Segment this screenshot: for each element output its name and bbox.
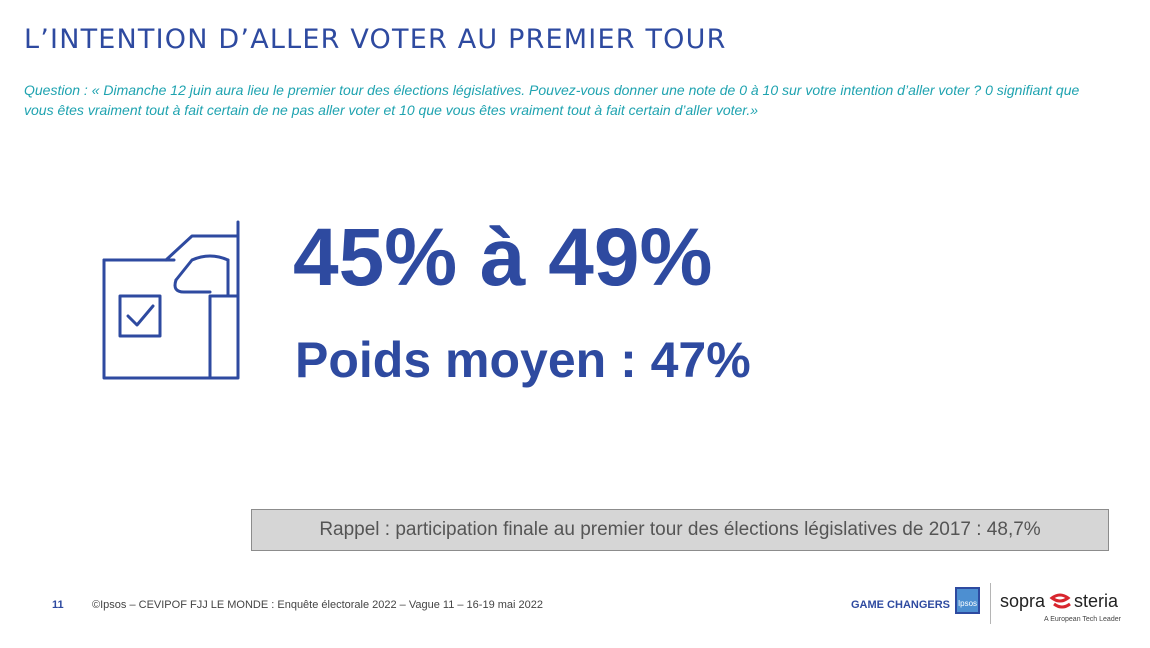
intention-range: 45% à 49% bbox=[293, 212, 713, 303]
reminder-text: Rappel : participation finale au premier… bbox=[319, 519, 1041, 540]
sopra-logo-right: steria bbox=[1074, 591, 1119, 611]
sopra-swirl-icon bbox=[1049, 593, 1071, 609]
average-weight: Poids moyen : 47% bbox=[295, 332, 751, 388]
ipsos-logo-text: Ipsos bbox=[958, 599, 977, 608]
reminder-box: Rappel : participation finale au premier… bbox=[251, 509, 1109, 551]
game-changers-tagline: GAME CHANGERS bbox=[851, 599, 951, 611]
logo-divider bbox=[990, 583, 991, 624]
sopra-logo-left: sopra bbox=[1000, 591, 1046, 611]
page-number: 11 bbox=[52, 599, 64, 611]
ballot-box-vote-icon bbox=[102, 220, 240, 380]
slide-title: L’INTENTION D’ALLER VOTER AU PREMIER TOU… bbox=[24, 24, 727, 55]
sopra-steria-logo: sopra steria A European Tech Leader bbox=[1000, 591, 1122, 623]
footer-source: ©Ipsos – CEVIPOF FJJ LE MONDE : Enquête … bbox=[92, 599, 543, 611]
ipsos-logo: Ipsos bbox=[955, 587, 980, 614]
survey-question: Question : « Dimanche 12 juin aura lieu … bbox=[24, 82, 1080, 118]
sopra-tagline: A European Tech Leader bbox=[1044, 616, 1122, 623]
